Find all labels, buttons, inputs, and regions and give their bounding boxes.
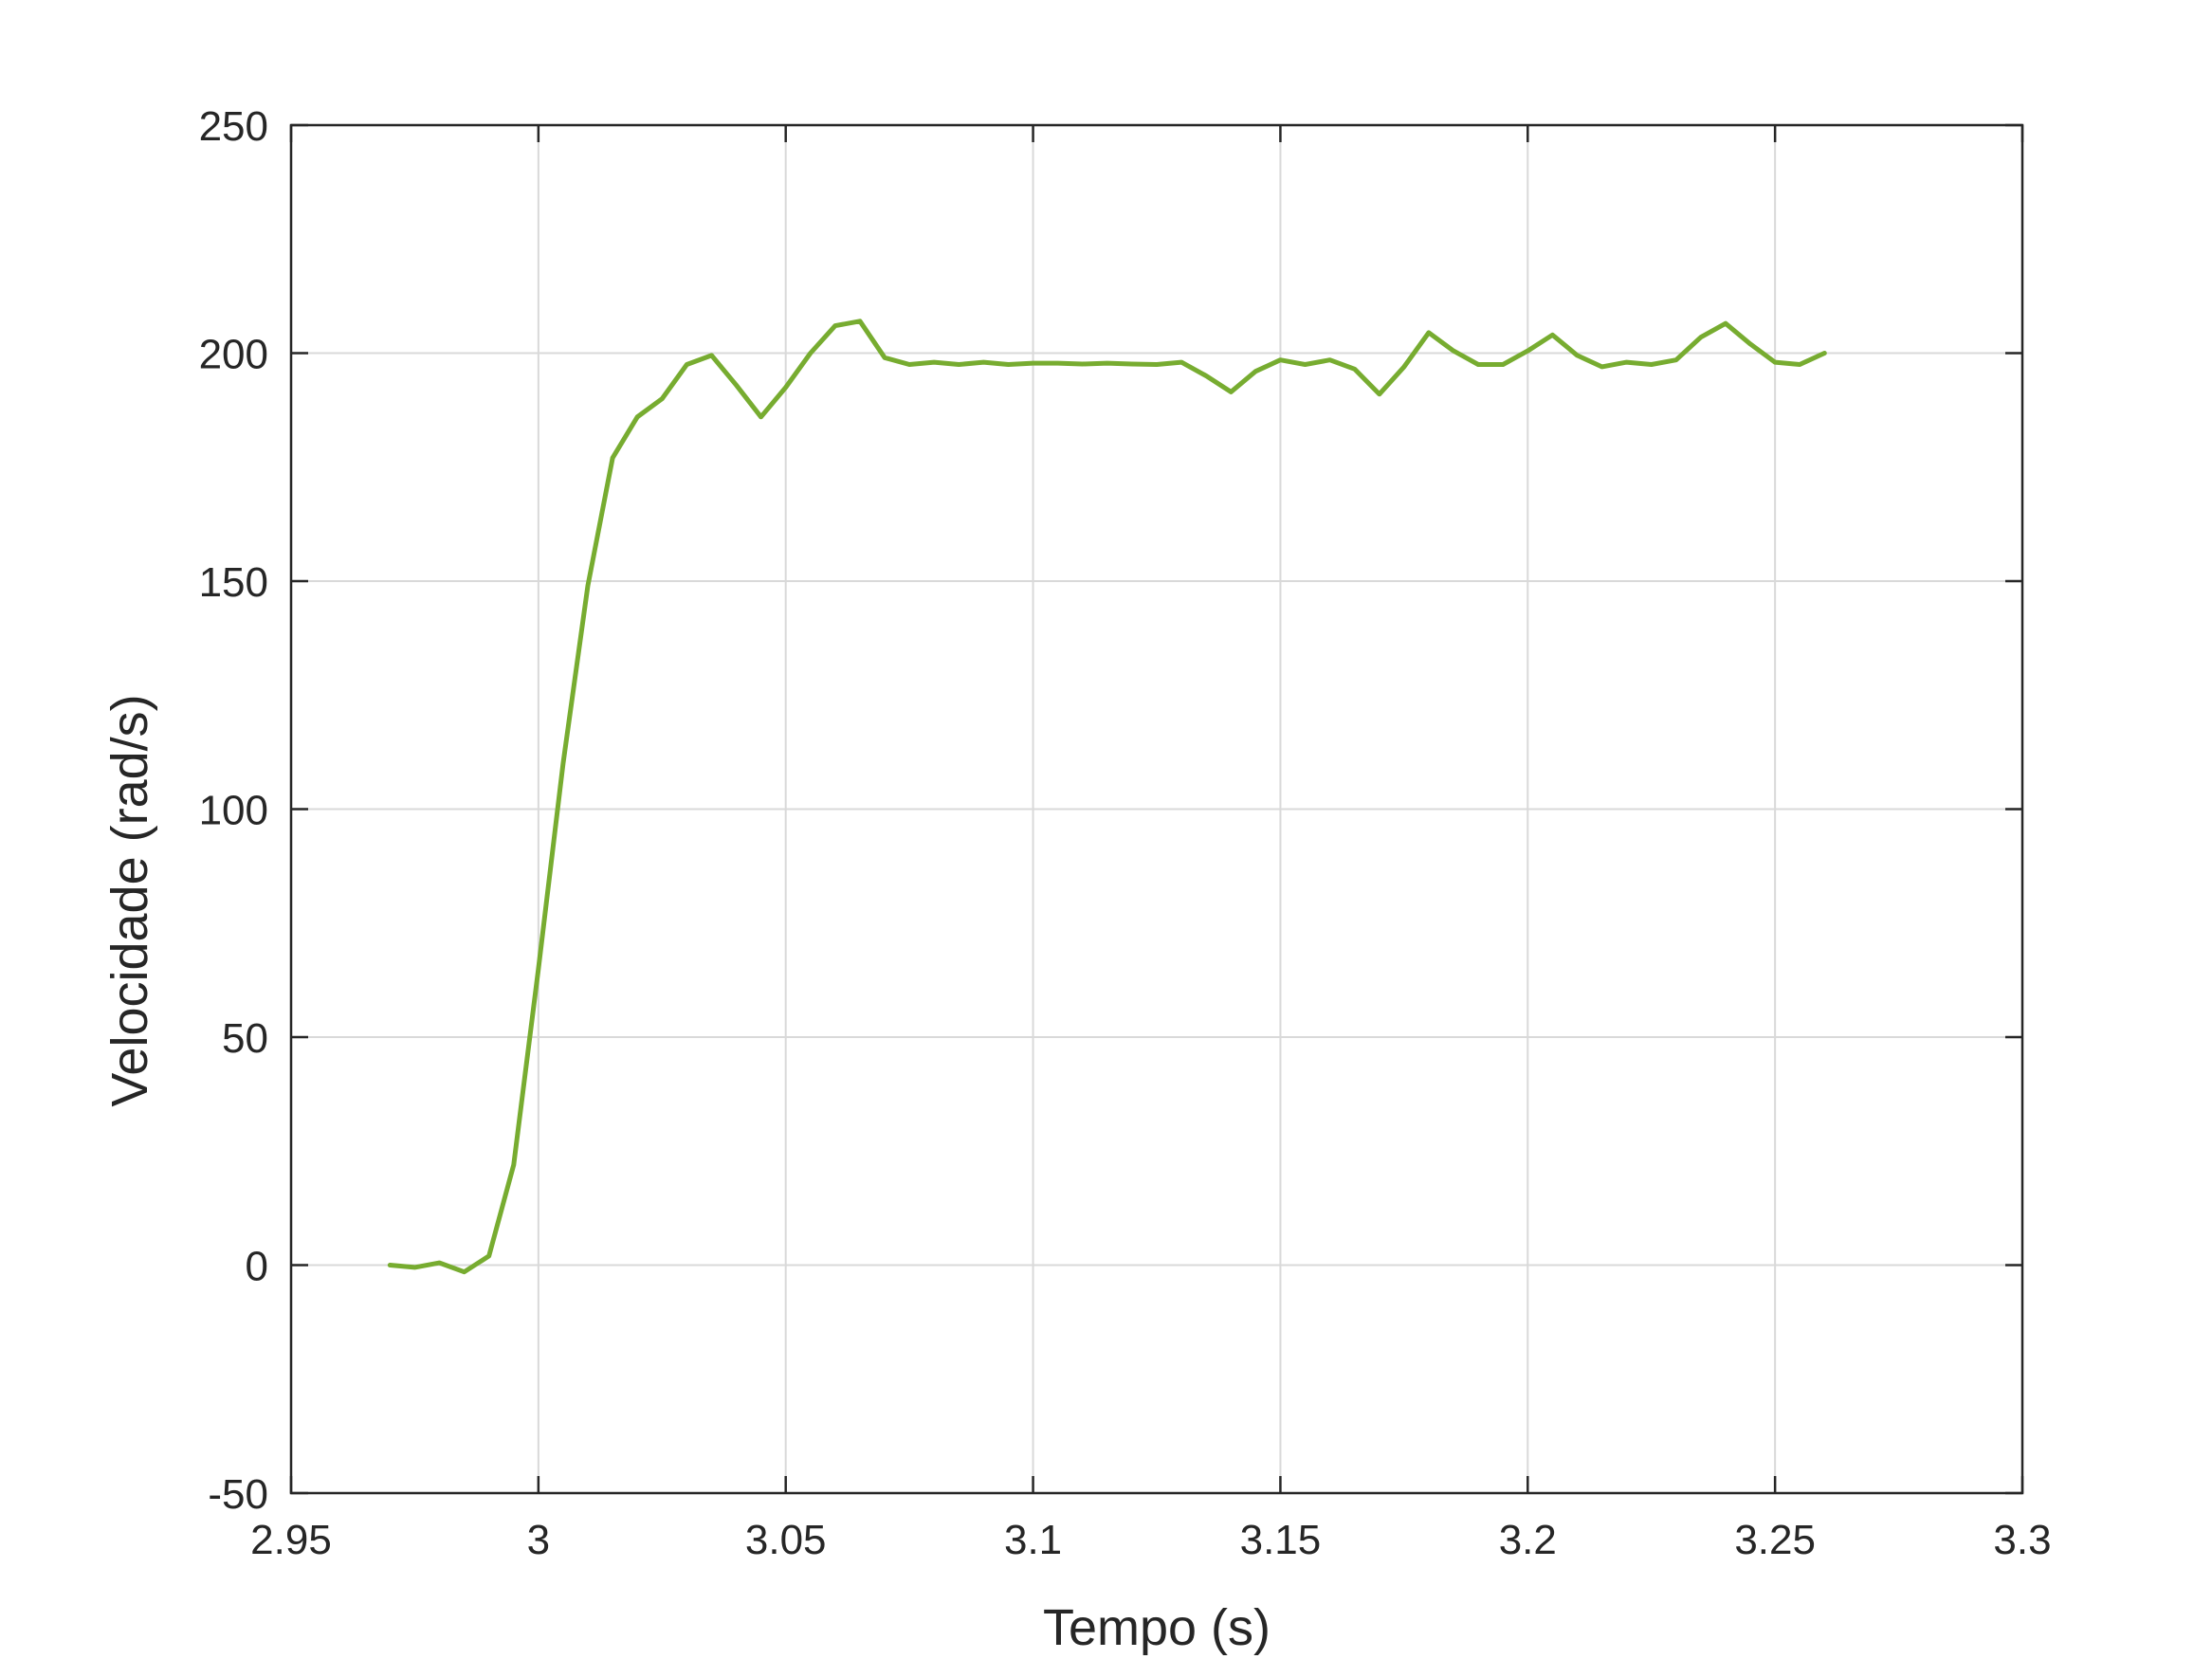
y-tick-label-1: 0 <box>246 1244 268 1290</box>
x-tick-label-2: 3.05 <box>745 1517 827 1563</box>
x-tick-label-1: 3 <box>527 1517 550 1563</box>
y-axis-label: Velocidade (rad/s) <box>101 694 158 1106</box>
y-tick-label-3: 100 <box>199 788 268 834</box>
y-tick-label-4: 150 <box>199 559 268 606</box>
x-tick-label-0: 2.95 <box>250 1517 332 1563</box>
x-axis-label: Tempo (s) <box>1043 1599 1271 1656</box>
grid-lines <box>291 125 2022 1493</box>
x-tick-label-3: 3.1 <box>1004 1517 1062 1563</box>
x-tick-label-4: 3.15 <box>1240 1517 1322 1563</box>
series-line-0 <box>387 319 1827 1275</box>
x-tick-labels: 2.95 3 3.05 3.1 3.15 3.2 3.25 3.3 <box>250 1517 2051 1563</box>
y-tick-label-0: -50 <box>208 1471 268 1518</box>
y-tick-label-2: 50 <box>222 1015 268 1062</box>
y-tick-labels: -50 0 50 100 150 200 250 <box>199 103 268 1518</box>
x-tick-label-5: 3.2 <box>1499 1517 1557 1563</box>
series-layer <box>387 319 1827 1275</box>
y-tick-label-5: 200 <box>199 332 268 378</box>
x-tick-label-7: 3.3 <box>1993 1517 2051 1563</box>
y-tick-label-6: 250 <box>199 103 268 150</box>
x-tick-label-6: 3.25 <box>1734 1517 1816 1563</box>
axes <box>289 123 2024 1495</box>
